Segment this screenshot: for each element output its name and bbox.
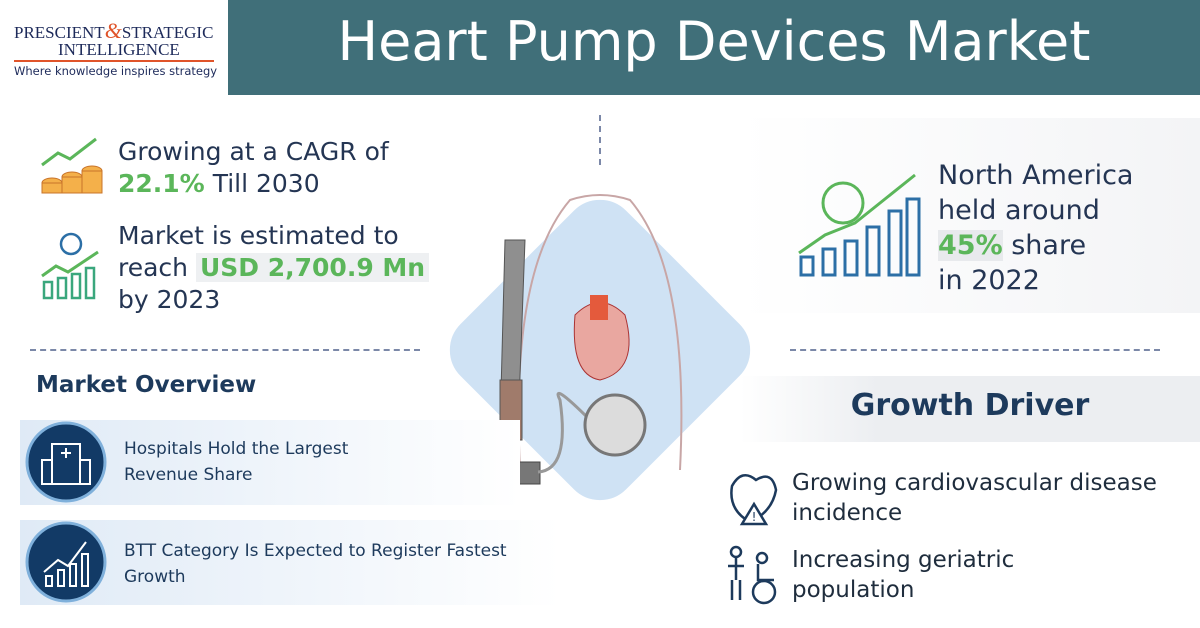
section-heading: Growth Driver xyxy=(850,388,1090,423)
stat-highlight: 45% xyxy=(938,230,1003,261)
cagr-icon xyxy=(41,137,103,194)
icon-part xyxy=(41,137,97,167)
market-stat: Market is estimated to reach USD 2,700.9… xyxy=(118,220,430,316)
icon-part xyxy=(728,558,744,600)
logo-tagline: Where knowledge inspires strategy xyxy=(14,64,218,78)
icon-part xyxy=(41,443,91,485)
icon-part xyxy=(798,173,916,255)
divider xyxy=(790,349,1160,351)
logo-text: PRESCIENT xyxy=(14,23,105,42)
stat-text: Till 2030 xyxy=(212,169,320,198)
driver-item: Growing cardiovascular disease incidence xyxy=(792,470,1157,526)
title-bar: Heart Pump Devices Market xyxy=(228,0,1200,95)
panel xyxy=(740,118,1200,313)
stat-highlight: 22.1% xyxy=(118,169,205,198)
overview-item: BTT Category Is Expected to Register Fas… xyxy=(124,541,507,587)
icon-part xyxy=(81,553,89,587)
icon-part xyxy=(799,197,921,277)
section-heading: Market Overview xyxy=(36,372,257,398)
heading-band xyxy=(740,376,1200,442)
logo-name: PRESCIENT&STRATEGIC xyxy=(14,18,213,44)
body-outline xyxy=(517,194,683,471)
icon-part xyxy=(69,563,77,587)
icon-part xyxy=(887,209,903,277)
stat-text: North America xyxy=(938,160,1134,191)
icon-part xyxy=(56,276,68,300)
logo-amp: & xyxy=(104,18,122,43)
logo: PRESCIENT&STRATEGIC INTELLIGENCE Where k… xyxy=(0,0,228,95)
icon-part xyxy=(57,569,65,587)
icon-part xyxy=(61,176,83,194)
logo-text: INTELLIGENCE xyxy=(58,40,180,59)
icon-part xyxy=(821,247,837,277)
icon-part xyxy=(42,266,96,300)
icon-part xyxy=(43,541,89,587)
market-icon xyxy=(41,232,99,300)
cagr-stat: Growing at a CAGR of 22.1% Till 2030 xyxy=(118,136,389,200)
icon-part xyxy=(81,170,103,194)
icon-part xyxy=(59,232,83,256)
icon-part xyxy=(79,459,91,485)
stat-text: held around xyxy=(938,195,1100,226)
divider xyxy=(30,349,420,351)
hospital-icon xyxy=(25,421,107,503)
icon-part xyxy=(41,459,53,485)
icon-part xyxy=(41,182,63,194)
icon-part xyxy=(61,448,71,458)
icon-part xyxy=(70,272,82,300)
icon-part xyxy=(729,545,743,559)
icon-part xyxy=(45,575,53,587)
icon-part xyxy=(728,545,777,605)
icon-part xyxy=(84,266,96,300)
icon-part xyxy=(756,564,774,582)
icon-part: ! xyxy=(752,510,757,524)
stat-text: reach xyxy=(118,253,189,282)
stat-text: by 2023 xyxy=(118,285,221,314)
icon-part xyxy=(799,255,815,277)
icon-part xyxy=(25,521,107,603)
overview-item: Hospitals Hold the Largest Revenue Share xyxy=(124,439,349,485)
logo-rule xyxy=(14,60,214,62)
icon-part xyxy=(843,239,859,277)
icon-part xyxy=(41,165,103,194)
icon-part xyxy=(730,473,778,524)
divider xyxy=(599,115,601,165)
icon-part xyxy=(42,280,54,300)
aorta xyxy=(590,295,608,320)
growth-icon xyxy=(25,521,107,603)
stat-text: share xyxy=(1011,230,1087,261)
stat-text: Market is estimated to xyxy=(118,221,399,250)
stat-text: Growing at a CAGR of xyxy=(118,137,389,166)
title: Heart Pump Devices Market xyxy=(337,10,1091,73)
icon-part xyxy=(739,501,769,526)
stat-highlight: USD 2,700.9 Mn xyxy=(195,253,430,282)
icon-part xyxy=(905,197,921,277)
icon-part xyxy=(821,181,865,225)
icon-part xyxy=(755,551,769,565)
item-band xyxy=(20,520,560,605)
geriatric-icon xyxy=(728,545,777,605)
pump xyxy=(583,393,647,457)
driver-item: Increasing geriatric population xyxy=(792,547,1015,603)
heart-icon: ! xyxy=(730,473,778,526)
stat-text: in 2022 xyxy=(938,265,1040,296)
icon-part xyxy=(43,541,87,573)
icon-part xyxy=(865,225,881,277)
icon-part xyxy=(41,250,99,278)
region-icon xyxy=(798,173,921,277)
icon-part xyxy=(751,579,777,605)
logo-text: STRATEGIC xyxy=(121,23,214,42)
driveline xyxy=(537,391,592,474)
region-stat: North America held around 45% share in 2… xyxy=(938,158,1133,298)
icon-part xyxy=(25,421,107,503)
